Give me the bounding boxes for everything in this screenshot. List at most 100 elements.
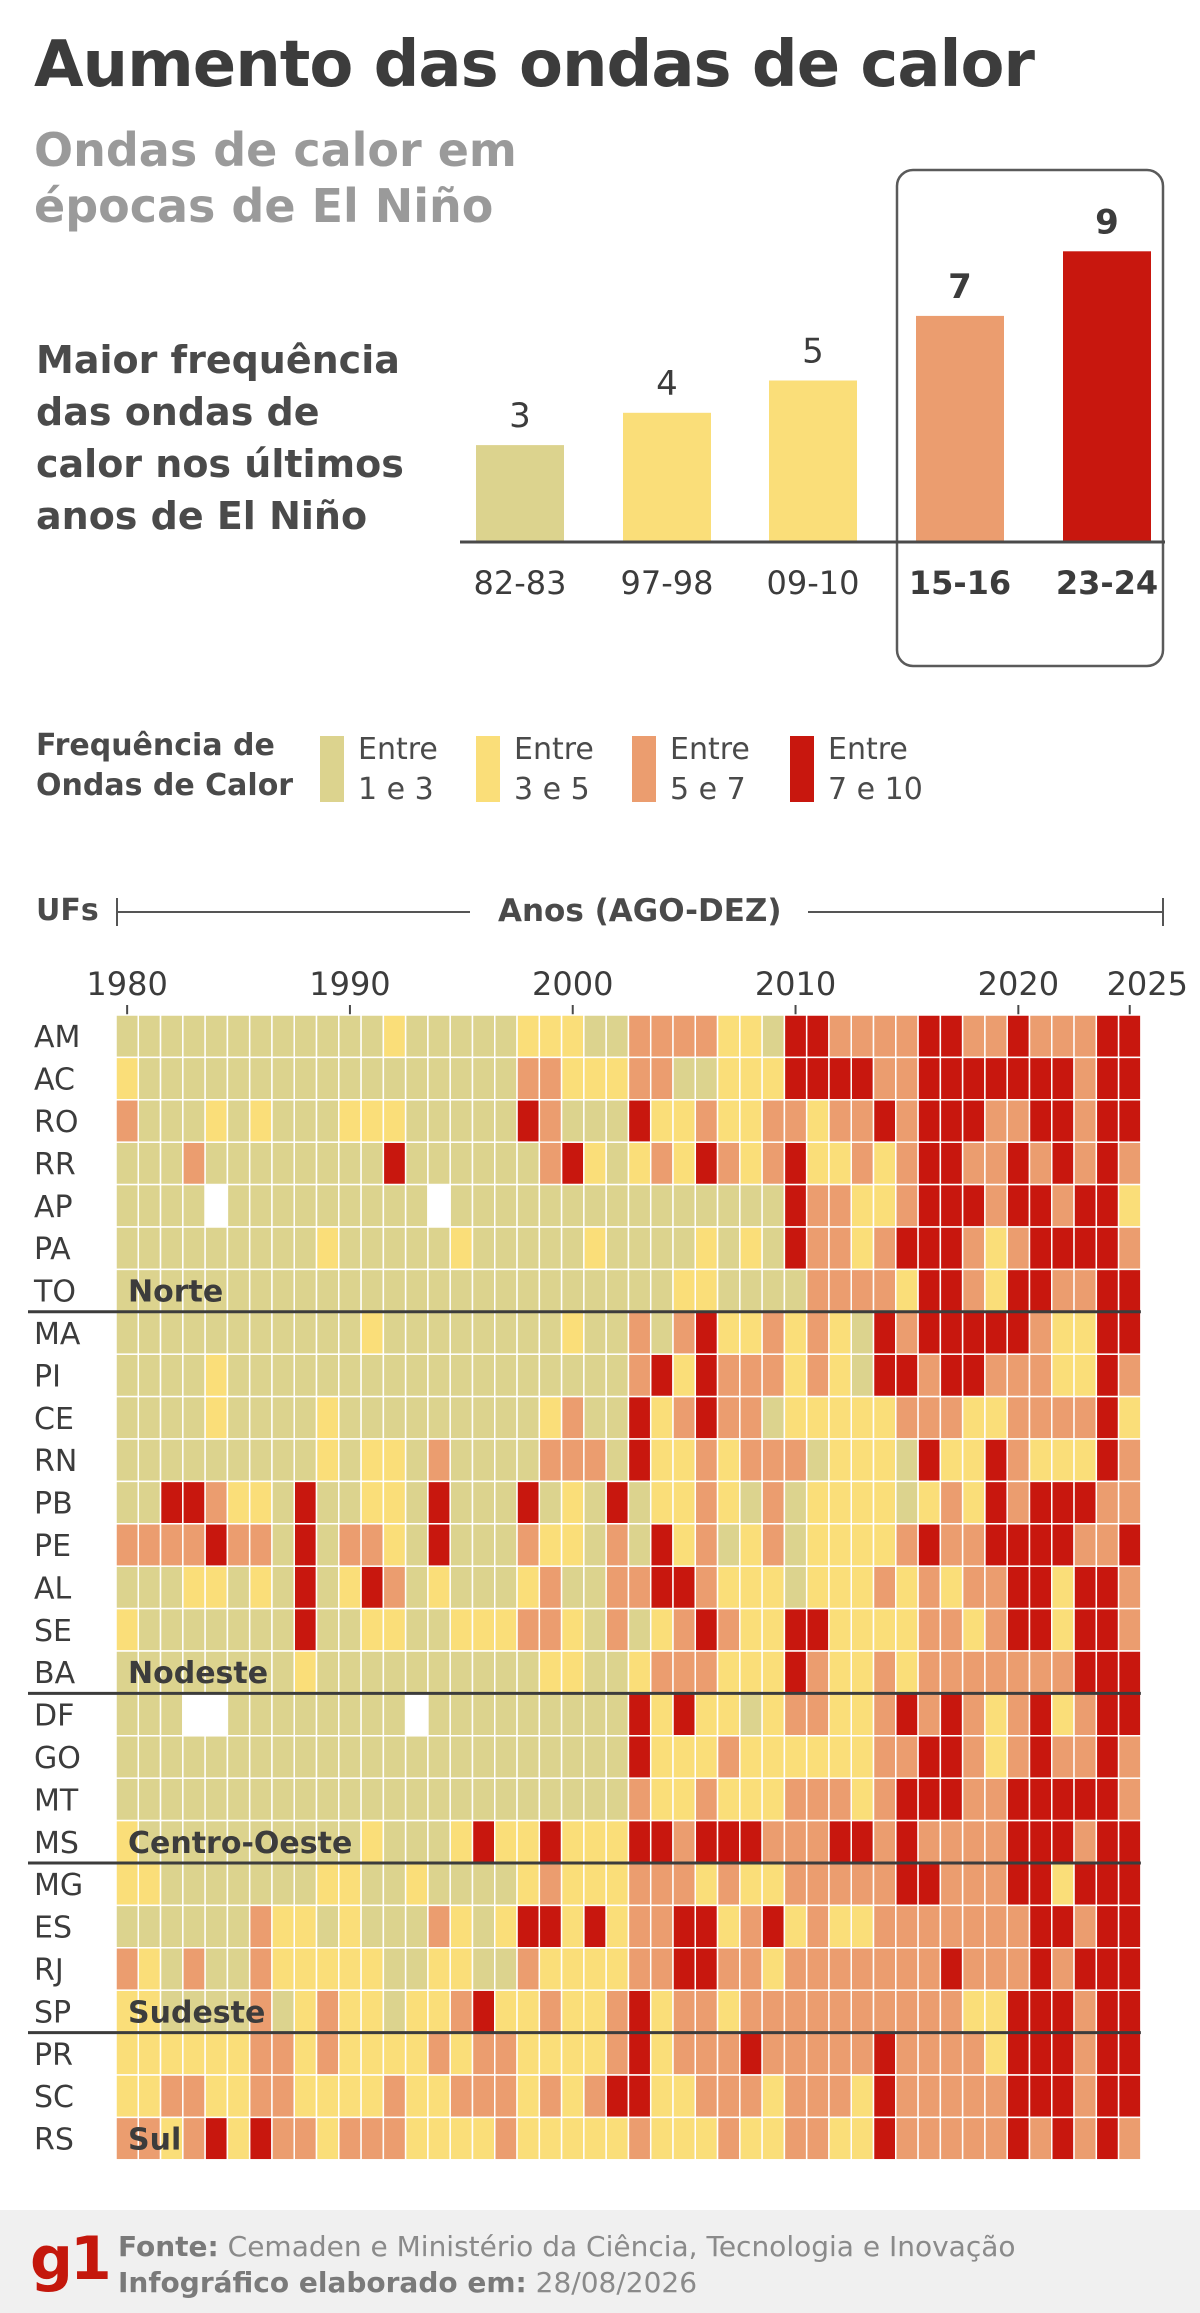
heatmap-cell xyxy=(627,1735,652,1779)
heatmap-cell xyxy=(1095,1862,1120,1907)
heatmap-cell xyxy=(895,1141,919,1186)
heatmap-cell xyxy=(961,1777,986,1822)
heatmap-cell xyxy=(293,1014,318,1059)
heatmap-cell xyxy=(248,1607,273,1652)
heatmap-cell xyxy=(1028,1607,1053,1652)
heatmap-cell xyxy=(672,1692,697,1737)
heatmap-cell xyxy=(694,1480,719,1525)
heatmap-cell xyxy=(739,1056,763,1101)
heatmap-cell xyxy=(1051,1226,1075,1271)
heatmap-cell xyxy=(516,1650,541,1695)
heatmap-cell xyxy=(560,1226,585,1271)
heatmap-cell xyxy=(850,1311,875,1355)
heatmap-cell xyxy=(694,1099,719,1143)
heatmap-cell xyxy=(649,1353,674,1398)
heatmap-cell xyxy=(293,1395,318,1440)
heatmap-cell xyxy=(471,1904,496,1949)
heatmap-cell xyxy=(694,1014,719,1059)
heatmap-cell xyxy=(627,2031,652,2076)
heatmap-cell xyxy=(739,1607,763,1652)
heatmap-cell xyxy=(494,1014,518,1059)
heatmap-cell xyxy=(427,1735,451,1779)
heatmap-cell xyxy=(360,1819,385,1864)
heatmap-cell xyxy=(627,1353,652,1398)
heatmap-cell xyxy=(672,1395,697,1440)
heatmap-cell xyxy=(672,2031,697,2076)
heatmap-cell xyxy=(248,1268,273,1313)
heatmap-cell xyxy=(761,1607,786,1652)
heatmap-cell xyxy=(984,1819,1008,1864)
heatmap-cell xyxy=(1051,1438,1075,1483)
heatmap-cell xyxy=(248,1183,273,1228)
heatmap-cell xyxy=(471,1226,496,1271)
heatmap-cell xyxy=(583,1819,607,1864)
heatmap-cell xyxy=(649,1523,674,1567)
heatmap-cell xyxy=(271,1904,295,1949)
heatmap-cell xyxy=(1028,1311,1053,1355)
heatmap-cell xyxy=(761,1565,786,1610)
heatmap-cell xyxy=(649,1014,674,1059)
footer-date-label: Infográfico elaborado em: xyxy=(118,2266,527,2299)
heatmap-cell xyxy=(115,1735,140,1779)
heatmap-cell xyxy=(961,1650,986,1695)
heatmap-cell xyxy=(1006,1650,1031,1695)
heatmap-cell xyxy=(583,1056,607,1101)
heatmap-cell xyxy=(583,1438,607,1483)
heatmap-cell xyxy=(694,1904,719,1949)
heatmap-cell xyxy=(828,1523,852,1567)
heatmap-cell xyxy=(1006,1947,1031,1991)
heatmap-cell xyxy=(716,1056,741,1101)
heatmap-cell xyxy=(1051,2116,1075,2161)
uf-label: PE xyxy=(34,1529,71,1564)
heatmap-cell xyxy=(783,2031,808,2076)
heatmap-cell xyxy=(1095,2074,1120,2119)
heatmap-cell xyxy=(895,1819,919,1864)
heatmap-cell xyxy=(338,1989,362,2034)
heatmap-cell xyxy=(739,1353,763,1398)
heatmap-cell xyxy=(939,1692,964,1737)
heatmap-cell xyxy=(248,1438,273,1483)
heatmap-cell xyxy=(159,1904,184,1949)
heatmap-cell xyxy=(449,2031,474,2076)
heatmap-cell xyxy=(449,1183,474,1228)
heatmap-cell xyxy=(761,1014,786,1059)
heatmap-cell xyxy=(1117,1862,1142,1907)
heatmap-cell xyxy=(672,1607,697,1652)
heatmap-cell xyxy=(427,2116,451,2161)
heatmap-cell xyxy=(293,2031,318,2076)
heatmap-cell xyxy=(360,1650,385,1695)
heatmap-cell xyxy=(494,2074,518,2119)
heatmap-cell xyxy=(471,1523,496,1567)
heatmap-cell xyxy=(471,1862,496,1907)
heatmap-cell xyxy=(204,2116,229,2161)
heatmap-cell xyxy=(226,1480,251,1525)
heatmap-cell xyxy=(115,1183,140,1228)
heatmap-cell xyxy=(805,1947,830,1991)
legend-label-line2: 3 e 5 xyxy=(514,772,590,807)
heatmap-cell xyxy=(716,1353,741,1398)
heatmap-cell xyxy=(984,1777,1008,1822)
bar xyxy=(476,445,564,542)
heatmap-cell xyxy=(1073,1014,1098,1059)
heatmap-cell xyxy=(404,1014,429,1059)
heatmap-cell xyxy=(182,1904,206,1949)
heatmap-cell xyxy=(382,1353,407,1398)
el-nino-bar-chart: 3 82-83 4 97-98 5 09-10 7 15-16 9 23-24 xyxy=(460,168,1165,668)
heatmap-cell xyxy=(649,1438,674,1483)
uf-label: RO xyxy=(34,1105,78,1140)
heatmap-cell xyxy=(382,1989,407,2034)
heatmap-cell xyxy=(1117,1904,1142,1949)
heatmap-cell xyxy=(828,1989,852,2034)
heatmap-cell xyxy=(1117,1650,1142,1695)
heatmap-cell xyxy=(872,1480,897,1525)
heatmap-cell xyxy=(449,1395,474,1440)
heatmap-cell xyxy=(1006,2031,1031,2076)
heatmap-cell xyxy=(182,1014,206,1059)
heatmap-cell xyxy=(895,1480,919,1525)
heatmap-cell xyxy=(1006,1014,1031,1059)
heatmap-cell xyxy=(560,1183,585,1228)
heatmap-cell xyxy=(649,1819,674,1864)
heatmap-cell xyxy=(360,1565,385,1610)
heatmap-cell xyxy=(159,1014,184,1059)
heatmap-cell xyxy=(1028,1735,1053,1779)
